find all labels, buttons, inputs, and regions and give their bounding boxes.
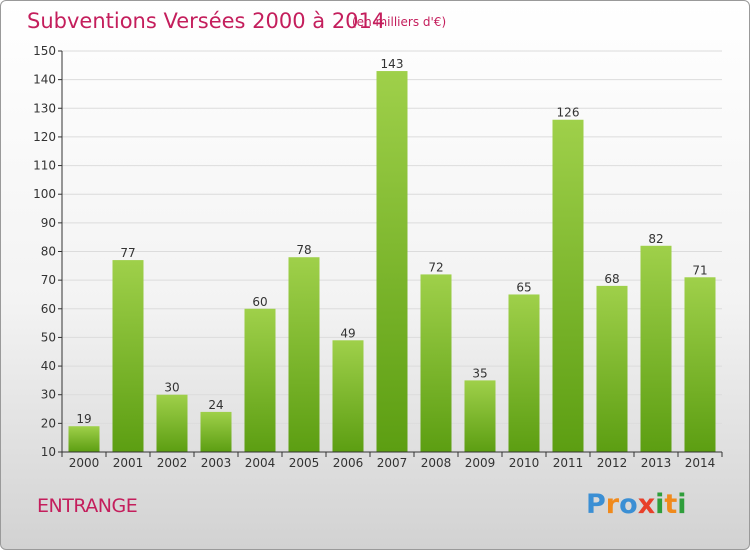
chart-subtitle: (en milliers d'€) [352,15,447,29]
chart-title: Subventions Versées 2000 à 2014 [27,9,386,33]
x-tick-label: 2011 [553,456,584,470]
bar [596,285,628,452]
x-tick-label: 2010 [509,456,540,470]
bar [288,257,320,452]
bar [244,308,276,452]
y-tick-label: 50 [41,330,56,344]
x-tick-label: 2008 [421,456,452,470]
bar [156,394,188,452]
bar [684,277,716,452]
data-label: 77 [120,246,135,260]
y-tick-label: 130 [33,101,56,115]
y-tick-label: 60 [41,302,56,316]
data-label: 49 [340,326,355,340]
y-tick-label: 100 [33,187,56,201]
data-label: 65 [516,280,531,294]
data-label: 82 [648,232,663,246]
data-label: 72 [428,260,443,274]
logo-letter: i [677,489,687,520]
bar [200,411,232,452]
bar [508,294,540,452]
y-tick-label: 10 [41,445,56,459]
data-label: 30 [164,381,179,395]
logo-letter: t [664,489,678,520]
x-tick-label: 2003 [201,456,232,470]
bars [68,71,716,453]
x-tick-label: 2001 [113,456,144,470]
bar [464,380,496,452]
bar [420,274,452,452]
y-tick-label: 30 [41,388,56,402]
data-label: 19 [76,412,91,426]
bar [552,119,584,452]
x-tick-label: 2013 [641,456,672,470]
y-tick-label: 80 [41,245,56,259]
logo-letter: o [619,489,638,520]
x-tick-label: 2006 [333,456,364,470]
bar [68,426,100,452]
y-tick-label: 20 [41,416,56,430]
axes [58,50,723,457]
data-label: 78 [296,243,311,257]
labels: 10 20 30 40 50 60 70 80 90 100 110 120 130 140 150 19 20… [33,44,715,470]
x-tick-label: 2005 [289,456,320,470]
bar [112,260,144,452]
x-tick-label: 2004 [245,456,276,470]
x-tick-label: 2009 [465,456,496,470]
y-tick-label: 140 [33,73,56,87]
x-tick-label: 2002 [157,456,188,470]
x-tick-label: 2000 [69,456,100,470]
y-tick-label: 40 [41,359,56,373]
bar [640,245,672,452]
y-tick-label: 90 [41,216,56,230]
city-name: ENTRANGE [37,495,138,517]
logo-letter: P [586,489,606,520]
logo-letter: r [605,489,620,520]
data-label: 60 [252,295,267,309]
data-label: 71 [692,263,707,277]
x-tick-label: 2014 [685,456,716,470]
data-label: 24 [208,398,223,412]
bar [332,340,364,452]
proxiti-logo: Proxiti [586,489,687,520]
data-label: 35 [472,366,487,380]
data-label: 143 [381,57,404,71]
x-tick-label: 2007 [377,456,408,470]
data-label: 126 [557,106,580,120]
x-tick-label: 2012 [597,456,628,470]
bar [376,71,408,453]
logo-letter: x [637,489,656,520]
y-tick-label: 150 [33,44,56,58]
data-label: 68 [604,272,619,286]
logo-letter: i [655,489,665,520]
y-tick-label: 120 [33,130,56,144]
y-tick-label: 70 [41,273,56,287]
y-tick-label: 110 [33,159,56,173]
